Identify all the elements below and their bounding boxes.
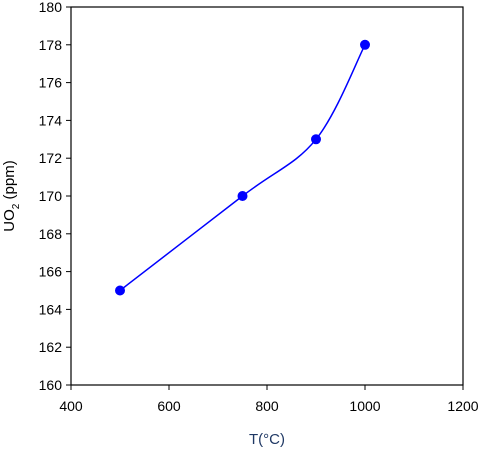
y-tick-label: 164	[39, 301, 63, 317]
y-tick-label: 166	[39, 264, 63, 280]
y-tick-label: 170	[39, 188, 63, 204]
y-tick-label: 168	[39, 226, 63, 242]
y-tick-label: 162	[39, 339, 63, 355]
data-point	[237, 191, 248, 201]
data-point	[311, 134, 321, 145]
y-axis-title-main: UO	[1, 209, 18, 232]
y-axis-title: UO2 (ppm)	[1, 160, 22, 231]
y-tick-label: 174	[39, 112, 63, 128]
y-tick-label: 172	[39, 150, 63, 166]
x-tick-label: 400	[59, 398, 83, 414]
series-line	[119, 44, 366, 292]
y-tick-label: 178	[39, 37, 63, 53]
x-axis-title: T(°C)	[249, 431, 285, 448]
tick-layer: 400 600 800 1000 1200 160 162 164 166 168 170 172 17…	[39, 0, 479, 414]
y-tick-label: 160	[39, 377, 63, 393]
y-tick-label: 180	[39, 0, 63, 15]
x-tick-label: 600	[157, 398, 181, 414]
data-point	[360, 39, 370, 50]
plot-area-frame	[70, 6, 464, 386]
x-tick-label: 1000	[349, 398, 380, 414]
data-point	[115, 285, 125, 296]
y-axis-title-subscript: 2	[11, 203, 22, 209]
x-tick-label: 1200	[447, 398, 478, 414]
y-tick-label: 176	[39, 75, 63, 91]
x-tick-label: 800	[255, 398, 279, 414]
y-axis-title-tail: (ppm)	[1, 160, 18, 203]
data-points	[115, 39, 370, 296]
